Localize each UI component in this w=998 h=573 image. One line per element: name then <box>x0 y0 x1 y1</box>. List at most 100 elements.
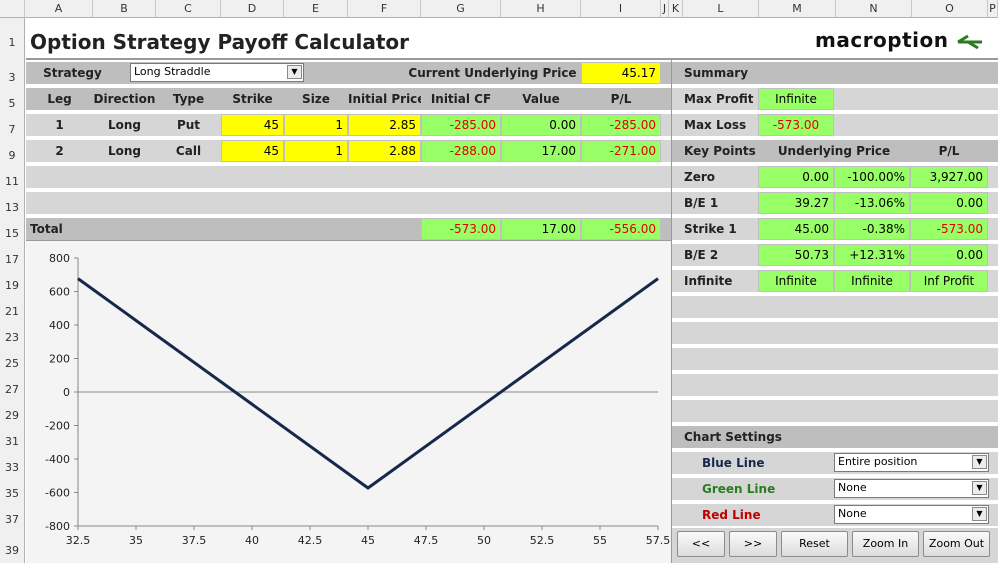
column-header-o[interactable]: O <box>912 0 988 18</box>
key-points-header <box>672 140 998 162</box>
x-tick-label: 47.5 <box>414 534 439 547</box>
macroption-logo: macroption <box>815 28 986 52</box>
column-header-e[interactable]: E <box>284 0 348 18</box>
y-tick-label: 200 <box>49 353 70 366</box>
x-tick-label: 45 <box>361 534 375 547</box>
y-tick-label: 600 <box>49 286 70 299</box>
max-loss-value: -573.00 <box>758 114 834 136</box>
key-point-pl: 3,927.00 <box>910 166 988 188</box>
strategy-value: Long Straddle <box>134 65 211 78</box>
zoom-out-button[interactable]: Zoom Out <box>923 531 990 557</box>
blue-line-label: Blue Line <box>702 456 765 470</box>
empty-right-row-25 <box>672 348 998 370</box>
empty-row-11 <box>26 166 671 188</box>
row-header-13[interactable]: 13 <box>0 190 25 216</box>
row-header-39[interactable]: 39 <box>0 528 25 563</box>
chevron-down-icon[interactable]: ▼ <box>972 455 987 469</box>
row-header-21[interactable]: 21 <box>0 294 25 320</box>
x-tick-label: 42.5 <box>298 534 323 547</box>
column-header-h[interactable]: H <box>501 0 581 18</box>
y-tick-label: 800 <box>49 252 70 265</box>
row-header-37[interactable]: 37 <box>0 502 25 528</box>
row-header-29[interactable]: 29 <box>0 398 25 424</box>
column-header-g[interactable]: G <box>421 0 501 18</box>
max-loss-row <box>672 114 998 136</box>
leg-price-input[interactable]: 2.85 <box>348 114 421 136</box>
key-point-label: B/E 1 <box>684 196 719 210</box>
column-header-k[interactable]: K <box>669 0 683 18</box>
column-header-n[interactable]: N <box>836 0 912 18</box>
leg-strike-input[interactable]: 45 <box>221 114 284 136</box>
key-point-pl: -573.00 <box>910 218 988 240</box>
y-tick-label: -600 <box>45 487 70 500</box>
chevron-down-icon[interactable]: ▼ <box>972 507 987 521</box>
max-profit-row <box>672 88 998 110</box>
underlying-price-input[interactable]: 45.17 <box>581 62 661 84</box>
row-header-7[interactable]: 7 <box>0 112 25 138</box>
row-header-3[interactable]: 3 <box>0 60 25 86</box>
y-tick-label: 400 <box>49 319 70 332</box>
payoff-line <box>77 277 659 490</box>
next-button[interactable]: >> <box>729 531 777 557</box>
red-line-select[interactable]: None ▼ <box>834 505 989 524</box>
y-tick-label: 0 <box>63 386 70 399</box>
legs-header-7: Value <box>522 92 560 106</box>
key-point-pct: +12.31% <box>834 244 910 266</box>
column-header-i[interactable]: I <box>581 0 661 18</box>
key-point-label: Strike 1 <box>684 222 737 236</box>
row-header-27[interactable]: 27 <box>0 372 25 398</box>
empty-row-13 <box>26 192 671 214</box>
leg-type: Call <box>175 144 202 158</box>
key-point-pct: -0.38% <box>834 218 910 240</box>
chart-settings-header <box>672 426 998 448</box>
max-loss-label: Max Loss <box>684 118 747 132</box>
row-header-15[interactable]: 15 <box>0 216 25 242</box>
column-header-m[interactable]: M <box>759 0 836 18</box>
row-header-11[interactable]: 11 <box>0 164 25 190</box>
column-header-d[interactable]: D <box>221 0 284 18</box>
column-header-p[interactable]: P <box>988 0 998 18</box>
leg-price-input[interactable]: 2.88 <box>348 140 421 162</box>
column-header-a[interactable]: A <box>25 0 93 18</box>
chevron-down-icon[interactable]: ▼ <box>287 65 302 79</box>
blue-line-select[interactable]: Entire position ▼ <box>834 453 989 472</box>
x-tick-label: 32.5 <box>66 534 91 547</box>
leg-size-input[interactable]: 1 <box>284 114 348 136</box>
chevron-down-icon[interactable]: ▼ <box>972 481 987 495</box>
y-tick-label: -800 <box>45 520 70 533</box>
prev-button[interactable]: << <box>677 531 725 557</box>
leg-pl: -285.00 <box>581 114 661 136</box>
leg-size-input[interactable]: 1 <box>284 140 348 162</box>
row-header-17[interactable]: 17 <box>0 242 25 268</box>
column-header-j[interactable]: J <box>661 0 669 18</box>
row-header-19[interactable]: 19 <box>0 268 25 294</box>
green-line-value: None <box>838 481 867 494</box>
row-header-9[interactable]: 9 <box>0 138 25 164</box>
row-header-23[interactable]: 23 <box>0 320 25 346</box>
kp-pl-header: P/L <box>938 144 960 158</box>
key-point-label: B/E 2 <box>684 248 719 262</box>
key-point-label: Zero <box>684 170 716 184</box>
row-header-31[interactable]: 31 <box>0 424 25 450</box>
row-header-35[interactable]: 35 <box>0 476 25 502</box>
green-line-select[interactable]: None ▼ <box>834 479 989 498</box>
column-header-f[interactable]: F <box>348 0 421 18</box>
column-header-c[interactable]: C <box>156 0 221 18</box>
x-tick-label: 50 <box>477 534 491 547</box>
row-header-33[interactable]: 33 <box>0 450 25 476</box>
reset-button[interactable]: Reset <box>781 531 848 557</box>
leg-type: Put <box>176 118 201 132</box>
column-header-b[interactable]: B <box>93 0 156 18</box>
corner-cell[interactable] <box>0 0 25 18</box>
row-header-25[interactable]: 25 <box>0 346 25 372</box>
leg-number: 2 <box>55 144 64 158</box>
row-header-5[interactable]: 5 <box>0 86 25 112</box>
key-point-pl: 0.00 <box>910 244 988 266</box>
strategy-select[interactable]: Long Straddle ▼ <box>130 63 304 82</box>
strategy-label: Strategy <box>43 66 102 80</box>
leg-number: 1 <box>55 118 64 132</box>
column-header-l[interactable]: L <box>683 0 759 18</box>
leg-strike-input[interactable]: 45 <box>221 140 284 162</box>
zoom-in-button[interactable]: Zoom In <box>852 531 919 557</box>
row-header-1[interactable]: 1 <box>0 18 25 58</box>
